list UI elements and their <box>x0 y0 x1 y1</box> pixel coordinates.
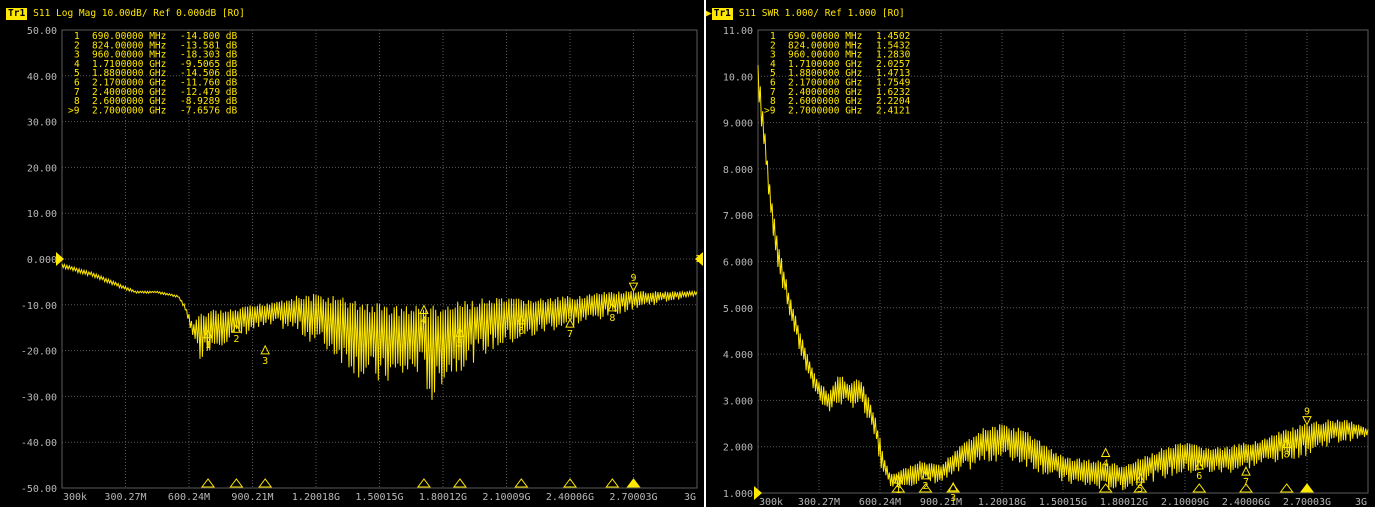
left-y-tick-label: -10.00 <box>21 301 57 312</box>
right-y-tick-label: 2.000 <box>723 443 753 454</box>
left-trace-line <box>62 264 697 400</box>
right-marker-4-symbol <box>1102 449 1110 457</box>
left-x-tick-label: 600.24M <box>168 492 210 503</box>
left-y-tick-label: -50.00 <box>21 484 57 495</box>
left-marker-9-axis-indicator <box>627 479 639 487</box>
left-trace-end-label: 1 <box>695 254 701 265</box>
right-y-tick-label: 5.000 <box>723 304 753 315</box>
left-marker-4-axis-indicator <box>418 479 430 487</box>
left-x-tick-label: 1.20018G <box>292 492 340 503</box>
right-x-tick-label: 1.50015G <box>1039 497 1087 507</box>
left-marker-table-id: >9 <box>68 105 80 116</box>
right-x-tick-label: 600.24M <box>859 497 901 507</box>
left-marker-8-label: 8 <box>609 313 615 324</box>
left-marker-table-freq: 2.7000000 GHz <box>92 105 166 116</box>
left-marker-8-axis-indicator <box>606 479 618 487</box>
right-marker-6-axis-indicator <box>1193 484 1205 492</box>
right-x-tick-label: 1.20018G <box>978 497 1026 507</box>
right-y-tick-label: 6.000 <box>723 258 753 269</box>
left-y-tick-label: 30.00 <box>27 118 57 129</box>
right-x-tick-label: 2.70003G <box>1283 497 1331 507</box>
left-marker-9-symbol <box>629 283 637 291</box>
right-x-tick-label: 1.80012G <box>1100 497 1148 507</box>
left-x-tick-label: 3G <box>684 492 696 503</box>
right-marker-4-label: 4 <box>1103 459 1109 470</box>
left-marker-1-axis-indicator <box>202 479 214 487</box>
right-y-tick-label: 3.000 <box>723 396 753 407</box>
left-y-tick-label: 0.000 <box>27 255 57 266</box>
right-x-tick-label: 300.27M <box>798 497 840 507</box>
right-x-tick-label: 2.40006G <box>1222 497 1270 507</box>
right-marker-table-id: >9 <box>764 105 776 116</box>
left-x-tick-label: 2.70003G <box>609 492 657 503</box>
left-y-tick-label: -20.00 <box>21 347 57 358</box>
right-y-tick-label: 10.00 <box>723 72 753 83</box>
left-marker-2-axis-indicator <box>230 479 242 487</box>
right-marker-8-label: 8 <box>1284 449 1290 460</box>
left-marker-table-value: -7.6576 dB <box>180 105 237 116</box>
left-x-tick-label: 1.50015G <box>355 492 403 503</box>
left-marker-5-label: 5 <box>457 338 463 349</box>
right-y-tick-label: 7.000 <box>723 211 753 222</box>
right-x-tick-label: 3G <box>1355 497 1367 507</box>
left-marker-1-label: 1 <box>205 340 211 351</box>
left-marker-7-symbol <box>566 319 574 327</box>
right-y-tick-label: 1.000 <box>723 489 753 500</box>
left-y-tick-label: 50.00 <box>27 26 57 37</box>
left-marker-6-label: 6 <box>518 326 524 337</box>
left-x-tick-label: 900.21M <box>231 492 273 503</box>
right-marker-3-label: 3 <box>950 493 956 504</box>
left-marker-9-label: 9 <box>630 273 636 284</box>
left-marker-3-label: 3 <box>262 356 268 367</box>
left-y-tick-label: 20.00 <box>27 163 57 174</box>
left-x-tick-label: 1.80012G <box>419 492 467 503</box>
right-marker-9-label: 9 <box>1304 407 1310 418</box>
right-x-tick-label: 2.10009G <box>1161 497 1209 507</box>
right-marker-9-axis-indicator <box>1301 484 1313 492</box>
left-marker-5-axis-indicator <box>454 479 466 487</box>
left-marker-4-label: 4 <box>421 316 427 327</box>
right-marker-8-axis-indicator <box>1281 484 1293 492</box>
left-chart-svg[interactable]: 50.00 40.00 30.00 20.00 10.00 0.000 -10.00 -20.… <box>0 0 704 507</box>
right-y-tick-label: 8.000 <box>723 165 753 176</box>
right-y-tick-label: 11.00 <box>723 26 753 37</box>
right-marker-table-value: 2.4121 <box>876 105 911 116</box>
right-chart-panel: ▶ Tr1 S11 SWR 1.000/ Ref 1.000 [RO] 11.00 1… <box>706 0 1375 507</box>
left-y-tick-label: 10.00 <box>27 209 57 220</box>
left-x-tick-label: 2.10009G <box>482 492 530 503</box>
left-marker-3-symbol <box>261 346 269 354</box>
left-y-tick-label: -40.00 <box>21 438 57 449</box>
right-chart-svg[interactable]: 11.00 10.00 9.000 8.000 7.000 6.000 5.000 4.000… <box>706 0 1375 507</box>
left-y-tick-label: -30.00 <box>21 392 57 403</box>
left-marker-2-label: 2 <box>233 334 239 345</box>
left-ref-arrow-icon <box>56 252 64 266</box>
right-y-tick-label: 9.000 <box>723 119 753 130</box>
left-y-tick-label: 40.00 <box>27 72 57 83</box>
right-x-tick-label: 300k <box>759 497 783 507</box>
left-marker-6-axis-indicator <box>515 479 527 487</box>
left-marker-3-axis-indicator <box>259 479 271 487</box>
right-marker-5-label: 5 <box>1137 484 1143 495</box>
right-marker-table-freq: 2.7000000 GHz <box>788 105 862 116</box>
right-y-tick-label: 4.000 <box>723 350 753 361</box>
left-marker-7-label: 7 <box>567 329 573 340</box>
right-marker-6-label: 6 <box>1196 471 1202 482</box>
right-marker-4-axis-indicator <box>1100 484 1112 492</box>
left-x-tick-label: 300k <box>63 492 87 503</box>
left-chart-panel: Tr1 S11 Log Mag 10.00dB/ Ref 0.000dB [RO]… <box>0 0 704 507</box>
left-x-tick-label: 2.40006G <box>546 492 594 503</box>
left-x-tick-label: 300.27M <box>104 492 146 503</box>
